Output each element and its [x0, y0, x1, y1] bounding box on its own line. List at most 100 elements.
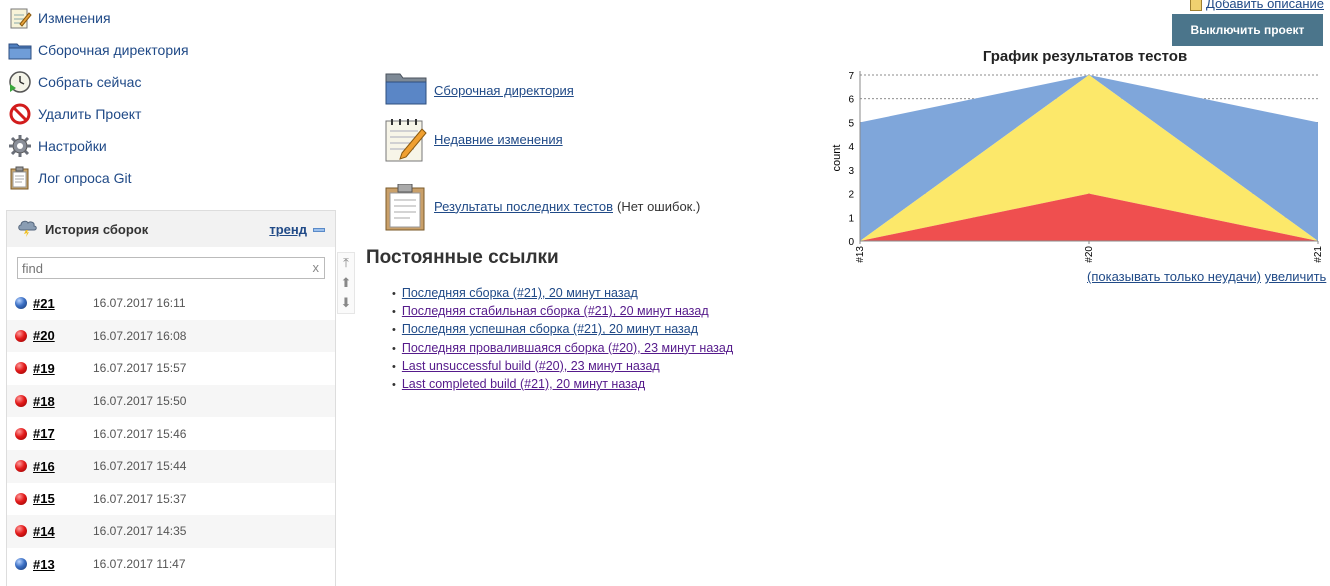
recent-changes-link[interactable]: Недавние изменения [434, 131, 563, 147]
build-number-link[interactable]: #19 [33, 360, 55, 376]
permalink-link[interactable]: Last unsuccessful build (#20), 23 минут … [401, 358, 660, 373]
clipboard-icon [384, 183, 428, 231]
build-row[interactable]: #13 16.07.2017 11:47 [7, 548, 335, 581]
build-number-link[interactable]: #20 [33, 328, 55, 344]
add-description-link[interactable]: Добавить описание [1206, 0, 1324, 11]
permalink-link[interactable]: Последняя стабильная сборка (#21), 20 ми… [401, 304, 709, 319]
task-changes[interactable]: Изменения [8, 2, 328, 34]
build-history-title: История сборок [45, 221, 149, 237]
task-build-now[interactable]: Собрать сейчас [8, 66, 328, 98]
permalink-link[interactable]: Последняя сборка (#21), 20 минут назад [401, 286, 638, 300]
show-failures-only-link[interactable]: (показывать только неудачи) [1087, 269, 1262, 284]
success-status-icon [15, 558, 27, 571]
gear-icon [8, 134, 32, 158]
build-date: 16.07.2017 16:08 [93, 328, 187, 343]
build-number-link[interactable]: #15 [33, 491, 55, 507]
x-tick-label: #13 [855, 246, 866, 263]
y-axis-label: count [831, 145, 843, 172]
permalink-link[interactable]: Last completed build (#21), 20 минут наз… [401, 376, 646, 391]
permalink-item: Last unsuccessful build (#20), 23 минут … [392, 359, 733, 377]
build-row[interactable]: #17 16.07.2017 15:46 [7, 417, 335, 450]
y-tick-label: 4 [848, 142, 854, 153]
build-number-link[interactable]: #14 [33, 523, 55, 539]
failed-status-icon [15, 329, 27, 342]
failed-status-icon [15, 427, 27, 440]
edit-icon [1190, 0, 1203, 11]
build-history-panel: История сборок тренд x #21 16.07.2017 16:… [6, 210, 336, 586]
folder-icon [384, 68, 428, 112]
build-row[interactable]: #15 16.07.2017 15:37 [7, 483, 335, 516]
build-number-link[interactable]: #16 [33, 458, 55, 474]
build-date: 16.07.2017 15:57 [93, 361, 187, 376]
side-panel-tasks: Изменения Сборочная директория Собрать с… [8, 2, 328, 194]
failed-status-icon [15, 460, 27, 473]
build-number-link[interactable]: #21 [33, 295, 55, 311]
trend-link[interactable]: тренд [269, 221, 307, 237]
series-area [860, 75, 1318, 241]
task-label: Собрать сейчас [38, 74, 142, 90]
y-tick-label: 5 [848, 118, 854, 129]
failed-status-icon [15, 395, 27, 408]
build-row[interactable]: #18 16.07.2017 15:50 [7, 384, 335, 418]
build-row[interactable]: #16 16.07.2017 15:44 [7, 449, 335, 483]
build-list: #21 16.07.2017 16:11 #20 16.07.2017 16:08 #1… [7, 287, 335, 580]
build-number-link[interactable]: #17 [33, 426, 55, 442]
x-tick-label: #20 [1084, 246, 1095, 263]
failed-status-icon [15, 362, 27, 375]
build-row[interactable]: #14 16.07.2017 14:35 [7, 515, 335, 548]
enlarge-link[interactable]: увеличить [1264, 269, 1327, 284]
y-tick-label: 1 [848, 213, 854, 224]
changes-main-link[interactable]: Недавние изменения [384, 117, 563, 162]
build-number-link[interactable]: #13 [33, 556, 55, 572]
task-configure[interactable]: Настройки [8, 130, 328, 162]
permalink-link[interactable]: Последняя успешная сборка (#21), 20 мину… [401, 322, 699, 337]
task-label: Удалить Проект [38, 106, 142, 122]
build-row[interactable]: #20 16.07.2017 16:08 [7, 319, 335, 353]
y-tick-label: 3 [848, 166, 854, 177]
collapse-icon[interactable] [313, 227, 325, 232]
chart-title: График результатов тестов [982, 48, 1188, 65]
test-results-note: (Нет ошибок.) [617, 198, 701, 214]
notepad-icon [384, 117, 428, 162]
task-workspace[interactable]: Сборочная директория [8, 34, 328, 66]
permalinks-title: Постоянные ссылки [366, 247, 559, 268]
permalink-item: Последняя успешная сборка (#21), 20 мину… [392, 322, 733, 340]
add-description[interactable]: Добавить описание [1190, 0, 1324, 11]
build-date: 16.07.2017 16:11 [93, 296, 186, 311]
task-label: Лог опроса Git [38, 170, 132, 186]
y-tick-label: 0 [848, 237, 854, 248]
test-results-link[interactable]: Результаты последних тестов [434, 198, 613, 214]
scroll-top-icon[interactable]: ⤒ [343, 255, 349, 270]
test-results-main-link: Результаты последних тестов (Нет ошибок.… [384, 183, 701, 231]
build-date: 16.07.2017 15:50 [93, 394, 187, 409]
scroll-down-icon[interactable]: ⬇ [340, 295, 352, 310]
build-row[interactable]: #21 16.07.2017 16:11 [7, 287, 335, 320]
test-results-chart[interactable]: 0 1 2 3 4 5 6 7 #13 #20 #21 count [826, 62, 1326, 272]
notepad-icon [8, 6, 32, 30]
build-date: 16.07.2017 11:47 [93, 557, 186, 572]
permalink-link[interactable]: Последняя провалившаяся сборка (#20), 23… [401, 340, 734, 355]
clipboard-icon [8, 166, 32, 190]
series-area [860, 193, 1318, 241]
build-row[interactable]: #19 16.07.2017 15:57 [7, 352, 335, 385]
cloud-lightning-icon [17, 219, 37, 240]
history-scroll-buttons: ⤒ ⬆ ⬇ [337, 252, 355, 314]
workspace-link[interactable]: Сборочная директория [434, 82, 574, 98]
build-date: 16.07.2017 15:46 [93, 426, 187, 441]
workspace-main-link[interactable]: Сборочная директория [384, 68, 574, 112]
build-search-input[interactable] [17, 257, 325, 279]
task-label: Настройки [38, 138, 107, 154]
build-history-header: История сборок тренд [7, 211, 335, 247]
build-number-link[interactable]: #18 [33, 393, 55, 409]
disable-project-button[interactable]: Выключить проект [1172, 14, 1323, 46]
permalink-item: Последняя стабильная сборка (#21), 20 ми… [392, 304, 733, 322]
permalinks-list: Последняя сборка (#21), 20 минут назад По… [392, 286, 733, 395]
scroll-up-icon[interactable]: ⬆ [340, 275, 352, 290]
task-delete-project[interactable]: Удалить Проект [8, 98, 328, 130]
y-tick-label: 6 [848, 95, 854, 106]
build-search: x [17, 257, 325, 279]
permalink-item: Last completed build (#21), 20 минут наз… [392, 377, 733, 395]
no-entry-icon [8, 102, 32, 126]
task-git-polling-log[interactable]: Лог опроса Git [8, 162, 328, 194]
clear-search-icon[interactable]: x [312, 260, 320, 275]
